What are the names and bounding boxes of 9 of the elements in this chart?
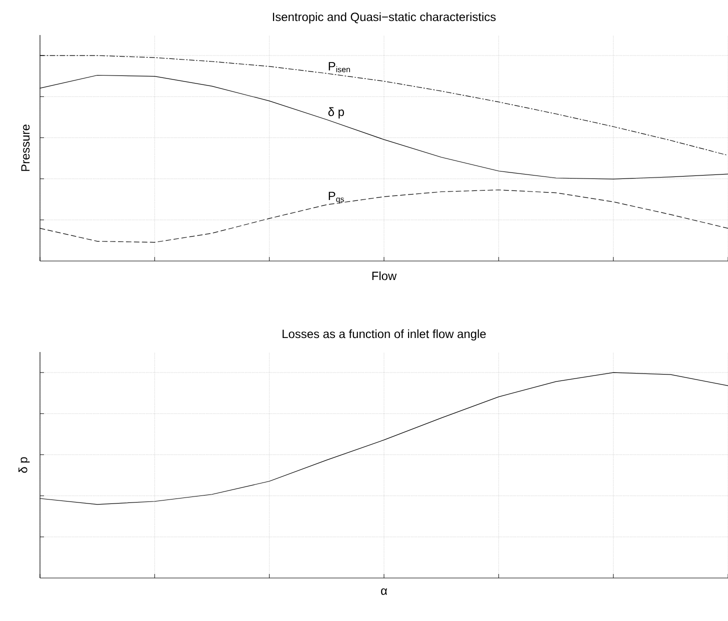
y-axis-title: δ p: [18, 457, 30, 473]
x-axis-title: α: [381, 588, 388, 595]
y-axis-title: Pressure: [21, 124, 30, 171]
chart-title: Isentropic and Quasi−static characteristics: [272, 12, 496, 24]
series-label: P$_{isen}$: [328, 62, 350, 72]
series-label: P$_{qs}$: [328, 192, 344, 204]
x-axis-title: Flow: [372, 271, 397, 280]
series-label: δ p: [328, 107, 344, 118]
chart-title: Losses as a function of inlet flow angle: [282, 329, 486, 341]
